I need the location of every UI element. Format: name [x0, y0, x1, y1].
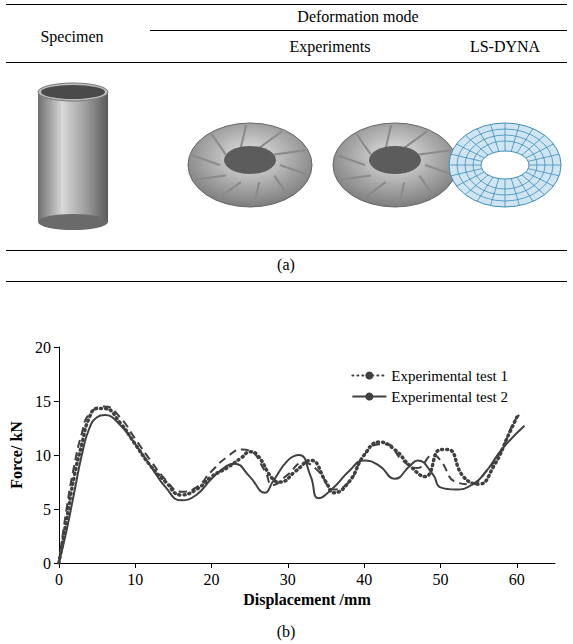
html-text:LS-DYNA: LS-DYNA	[469, 38, 541, 55]
svg-text:Displacement /mm: Displacement /mm	[243, 591, 371, 609]
html-text:(a): (a)	[277, 256, 295, 273]
svg-text:0: 0	[55, 571, 63, 588]
svg-text:Force/ kN: Force/ kN	[8, 421, 25, 489]
svg-text:10: 10	[127, 571, 143, 588]
svg-text:20: 20	[35, 339, 51, 356]
svg-text:10: 10	[35, 447, 51, 464]
svg-text:15: 15	[35, 393, 51, 410]
svg-text:5: 5	[43, 501, 51, 518]
html-text:Deformation mode: Deformation mode	[297, 8, 419, 25]
svg-text:0: 0	[43, 555, 51, 572]
html-text:Specimen: Specimen	[40, 28, 104, 45]
svg-text:50: 50	[433, 571, 449, 588]
svg-text:60: 60	[509, 571, 525, 588]
html-text:(b): (b)	[276, 623, 296, 640]
html-text:Experiments: Experiments	[289, 38, 371, 55]
svg-text:20: 20	[204, 571, 220, 588]
svg-text:30: 30	[280, 571, 296, 588]
svg-text:Experimental test 2: Experimental test 2	[391, 389, 508, 405]
svg-text:Experimental test 1: Experimental test 1	[391, 368, 508, 384]
svg-text:40: 40	[356, 571, 372, 588]
